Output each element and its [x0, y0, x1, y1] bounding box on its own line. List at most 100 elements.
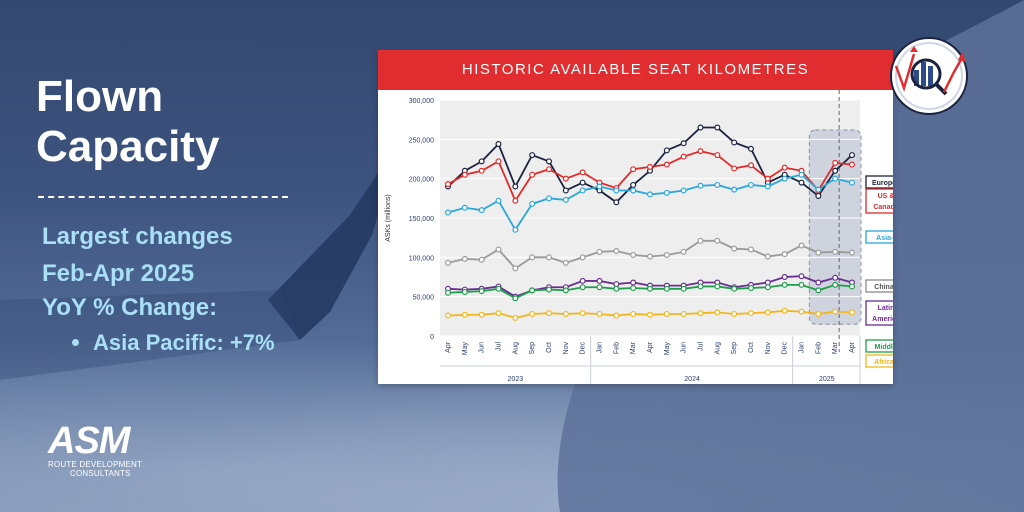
year-label: 2024	[684, 376, 700, 383]
data-point	[697, 283, 704, 290]
x-tick-label: Sep	[529, 342, 536, 355]
legend-label: US &	[878, 193, 893, 200]
data-point	[647, 311, 654, 318]
line-chart: 0 50,000 100,000 150,000 200,000 250,000 300,0…	[385, 90, 893, 384]
data-point	[579, 254, 586, 261]
data-point	[630, 181, 637, 188]
data-point	[647, 285, 654, 292]
data-point	[849, 179, 856, 186]
data-point	[832, 308, 839, 315]
data-point	[613, 187, 620, 194]
legend-label: America	[872, 316, 893, 323]
data-point	[613, 285, 620, 292]
data-point	[849, 309, 856, 316]
logo-tagline-1: ROUTE DEVELOPMENT	[48, 460, 143, 469]
x-tick-label: Mar	[630, 341, 637, 354]
data-point	[647, 163, 654, 170]
data-point	[663, 251, 670, 258]
data-point	[630, 187, 637, 194]
page-title: Flown Capacity	[36, 72, 336, 172]
data-point	[815, 186, 822, 193]
data-point	[781, 281, 788, 288]
data-point	[714, 181, 721, 188]
data-point	[478, 158, 485, 165]
data-point	[680, 187, 687, 194]
data-point	[461, 311, 468, 318]
data-point	[764, 279, 771, 286]
analytics-badge-icon	[890, 37, 968, 115]
data-point	[832, 248, 839, 255]
y-tick-label: 100,000	[409, 255, 434, 262]
data-point	[663, 189, 670, 196]
data-point	[731, 165, 738, 172]
data-point	[495, 246, 502, 253]
data-point	[781, 307, 788, 314]
data-point	[596, 284, 603, 291]
data-point	[495, 141, 502, 148]
data-point	[596, 248, 603, 255]
data-point	[815, 192, 822, 199]
data-point	[781, 274, 788, 281]
dashed-divider	[38, 196, 288, 198]
data-point	[731, 186, 738, 193]
data-point	[546, 158, 553, 165]
data-point	[461, 288, 468, 295]
data-point	[764, 253, 771, 260]
data-point	[512, 197, 519, 204]
data-point	[613, 312, 620, 319]
data-point	[815, 279, 822, 286]
data-point	[714, 152, 721, 159]
data-point	[478, 207, 485, 214]
data-point	[697, 148, 704, 155]
data-point	[764, 183, 771, 190]
data-point	[849, 283, 856, 290]
legend-box	[865, 175, 893, 189]
data-point	[579, 179, 586, 186]
data-point	[663, 147, 670, 154]
data-point	[680, 285, 687, 292]
data-point	[849, 249, 856, 256]
data-point	[647, 253, 654, 260]
data-point	[579, 169, 586, 176]
data-point	[478, 288, 485, 295]
data-point	[731, 310, 738, 317]
data-point	[478, 167, 485, 174]
data-point	[596, 277, 603, 284]
data-point	[697, 310, 704, 317]
data-point	[798, 308, 805, 315]
data-point	[495, 285, 502, 292]
data-point	[663, 161, 670, 168]
legend-box	[865, 354, 893, 368]
data-point	[697, 182, 704, 189]
data-point	[680, 153, 687, 160]
data-point	[849, 152, 856, 159]
x-tick-label: Apr	[849, 341, 856, 353]
data-point	[529, 152, 536, 159]
data-point	[798, 281, 805, 288]
x-tick-label: Sep	[731, 342, 738, 355]
chart-header: HISTORIC AVAILABLE SEAT KILOMETRES	[378, 50, 893, 90]
data-point	[630, 279, 637, 286]
data-point	[596, 183, 603, 190]
data-point	[579, 277, 586, 284]
logo-wordmark: ASM	[48, 420, 130, 462]
data-point	[815, 310, 822, 317]
data-point	[798, 242, 805, 249]
data-point	[630, 251, 637, 258]
data-point	[529, 310, 536, 317]
data-point	[832, 159, 839, 166]
x-tick-label: Dec	[580, 342, 587, 355]
data-point	[748, 181, 755, 188]
data-point	[546, 286, 553, 293]
bullet-item: Asia Pacific: +7%	[72, 330, 275, 356]
y-tick-label: 50,000	[413, 295, 435, 302]
data-point	[764, 284, 771, 291]
yoy-heading: YoY % Change:	[42, 294, 218, 321]
data-point	[529, 254, 536, 261]
data-point	[764, 309, 771, 316]
data-point	[714, 124, 721, 131]
legend-label: Canada	[873, 204, 893, 211]
x-tick-label: Aug	[714, 342, 721, 355]
data-point	[478, 311, 485, 318]
x-tick-label: May	[664, 342, 671, 356]
